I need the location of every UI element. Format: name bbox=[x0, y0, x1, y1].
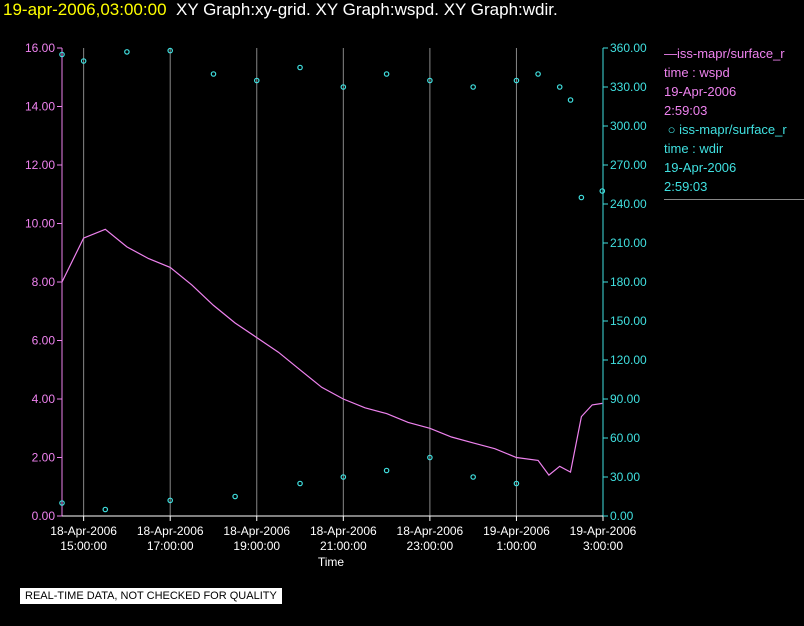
legend-divider bbox=[664, 199, 804, 200]
x-tick-label-date: 18-Apr-2006 bbox=[310, 524, 377, 538]
series-wdir-point bbox=[297, 64, 303, 71]
legend-wspd-date: 19-Apr-2006 bbox=[664, 84, 737, 99]
legend-wspd-name: iss-mapr/surface_r bbox=[677, 46, 785, 61]
y-left-tick-label: 14.00 bbox=[25, 100, 55, 114]
legend-wdir-var: time : wdir bbox=[664, 141, 724, 156]
series-wdir_low-point bbox=[102, 506, 109, 513]
legend-wdir: ○ iss-mapr/surface_r time : wdir 19-Apr-… bbox=[664, 120, 804, 196]
y-right-tick-label: 150.00 bbox=[610, 314, 647, 328]
x-tick-label-date: 19-Apr-2006 bbox=[483, 524, 550, 538]
x-tick-label-date: 18-Apr-2006 bbox=[397, 524, 464, 538]
series-wdir-point bbox=[167, 47, 174, 54]
x-tick-label-date: 19-Apr-2006 bbox=[570, 524, 637, 538]
legend-wdir-date: 19-Apr-2006 bbox=[664, 160, 737, 175]
series-wdir-point bbox=[340, 84, 347, 90]
header-graph-list: XY Graph:xy-grid. XY Graph:wspd. XY Grap… bbox=[175, 0, 558, 19]
legend-wspd-time: 2:59:03 bbox=[664, 103, 708, 118]
y-left-tick-label: 2.00 bbox=[32, 451, 56, 465]
legend-wdir-name: iss-mapr/surface_r bbox=[679, 122, 787, 137]
series-wdir-point bbox=[556, 84, 563, 90]
legend-wdir-time: 2:59:03 bbox=[664, 179, 708, 194]
y-left-tick-label: 8.00 bbox=[32, 275, 56, 289]
y-right-tick-label: 120.00 bbox=[610, 353, 647, 367]
legend-wspd: —iss-mapr/surface_r time : wspd 19-Apr-2… bbox=[664, 44, 804, 120]
x-tick-label-date: 18-Apr-2006 bbox=[223, 524, 290, 538]
x-tick-label-time: 21:00:00 bbox=[320, 539, 367, 553]
series-wdir_low-point bbox=[427, 454, 433, 461]
legend: —iss-mapr/surface_r time : wspd 19-Apr-2… bbox=[664, 44, 804, 200]
y-right-tick-label: 330.00 bbox=[610, 80, 647, 94]
y-right-tick-label: 180.00 bbox=[610, 275, 647, 289]
series-wdir-point bbox=[535, 71, 541, 77]
series-wdir-point bbox=[383, 71, 390, 77]
y-left-tick-label: 10.00 bbox=[25, 217, 55, 231]
y-left-tick-label: 0.00 bbox=[32, 509, 56, 523]
series-wdir_low-point bbox=[383, 467, 390, 474]
series-wdir-point bbox=[210, 71, 217, 77]
x-tick-label-date: 18-Apr-2006 bbox=[50, 524, 117, 538]
series-wdir-point bbox=[578, 194, 585, 201]
x-tick-label-time: 19:00:00 bbox=[233, 539, 280, 553]
series-wdir_low-point bbox=[470, 474, 476, 480]
series-wdir-point bbox=[470, 84, 476, 90]
window-header: 19-apr-2006,03:00:00 XY Graph:xy-grid. X… bbox=[3, 0, 558, 20]
legend-wspd-var: time : wspd bbox=[664, 65, 730, 80]
y-right-tick-label: 30.00 bbox=[610, 470, 640, 484]
line-marker-icon: — bbox=[664, 46, 677, 61]
circle-marker-icon: ○ bbox=[664, 122, 680, 137]
series-wdir-point bbox=[59, 51, 65, 58]
y-right-tick-label: 0.00 bbox=[610, 509, 634, 523]
x-tick-label-date: 18-Apr-2006 bbox=[137, 524, 204, 538]
x-tick-label-time: 17:00:00 bbox=[147, 539, 194, 553]
series-wspd-line bbox=[61, 228, 603, 476]
y-right-tick-label: 270.00 bbox=[610, 158, 647, 172]
series-wdir_low-point bbox=[59, 500, 65, 506]
series-wdir-point bbox=[599, 188, 606, 194]
y-right-tick-label: 90.00 bbox=[610, 392, 640, 406]
y-right-tick-label: 60.00 bbox=[610, 431, 640, 445]
x-tick-label-time: 23:00:00 bbox=[407, 539, 454, 553]
series-wdir-point bbox=[513, 77, 520, 84]
y-left-tick-label: 4.00 bbox=[32, 392, 56, 406]
y-left-tick-label: 16.00 bbox=[25, 41, 55, 55]
series-wdir_low-point bbox=[167, 497, 174, 504]
quality-notice: REAL-TIME DATA, NOT CHECKED FOR QUALITY bbox=[20, 588, 282, 604]
y-left-tick-label: 6.00 bbox=[32, 334, 56, 348]
series-wdir-point bbox=[567, 97, 574, 103]
x-axis-label: Time bbox=[318, 555, 345, 569]
series-wdir_low-point bbox=[340, 474, 347, 480]
series-wdir_low-point bbox=[513, 480, 520, 487]
x-tick-label-time: 1:00:00 bbox=[496, 539, 536, 553]
y-right-tick-label: 300.00 bbox=[610, 119, 647, 133]
y-left-tick-label: 12.00 bbox=[25, 158, 55, 172]
series-wdir-point bbox=[253, 77, 260, 84]
y-right-tick-label: 240.00 bbox=[610, 197, 647, 211]
y-right-tick-label: 360.00 bbox=[610, 41, 647, 55]
series-wdir-point bbox=[124, 49, 130, 55]
x-tick-label-time: 15:00:00 bbox=[60, 539, 107, 553]
y-right-tick-label: 210.00 bbox=[610, 236, 647, 250]
x-tick-label-time: 3:00:00 bbox=[583, 539, 623, 553]
series-wdir_low-point bbox=[232, 493, 238, 500]
header-timestamp: 19-apr-2006,03:00:00 bbox=[3, 0, 167, 19]
series-wdir-point bbox=[80, 58, 87, 64]
series-wdir-point bbox=[427, 77, 433, 84]
series-wdir_low-point bbox=[297, 480, 303, 487]
